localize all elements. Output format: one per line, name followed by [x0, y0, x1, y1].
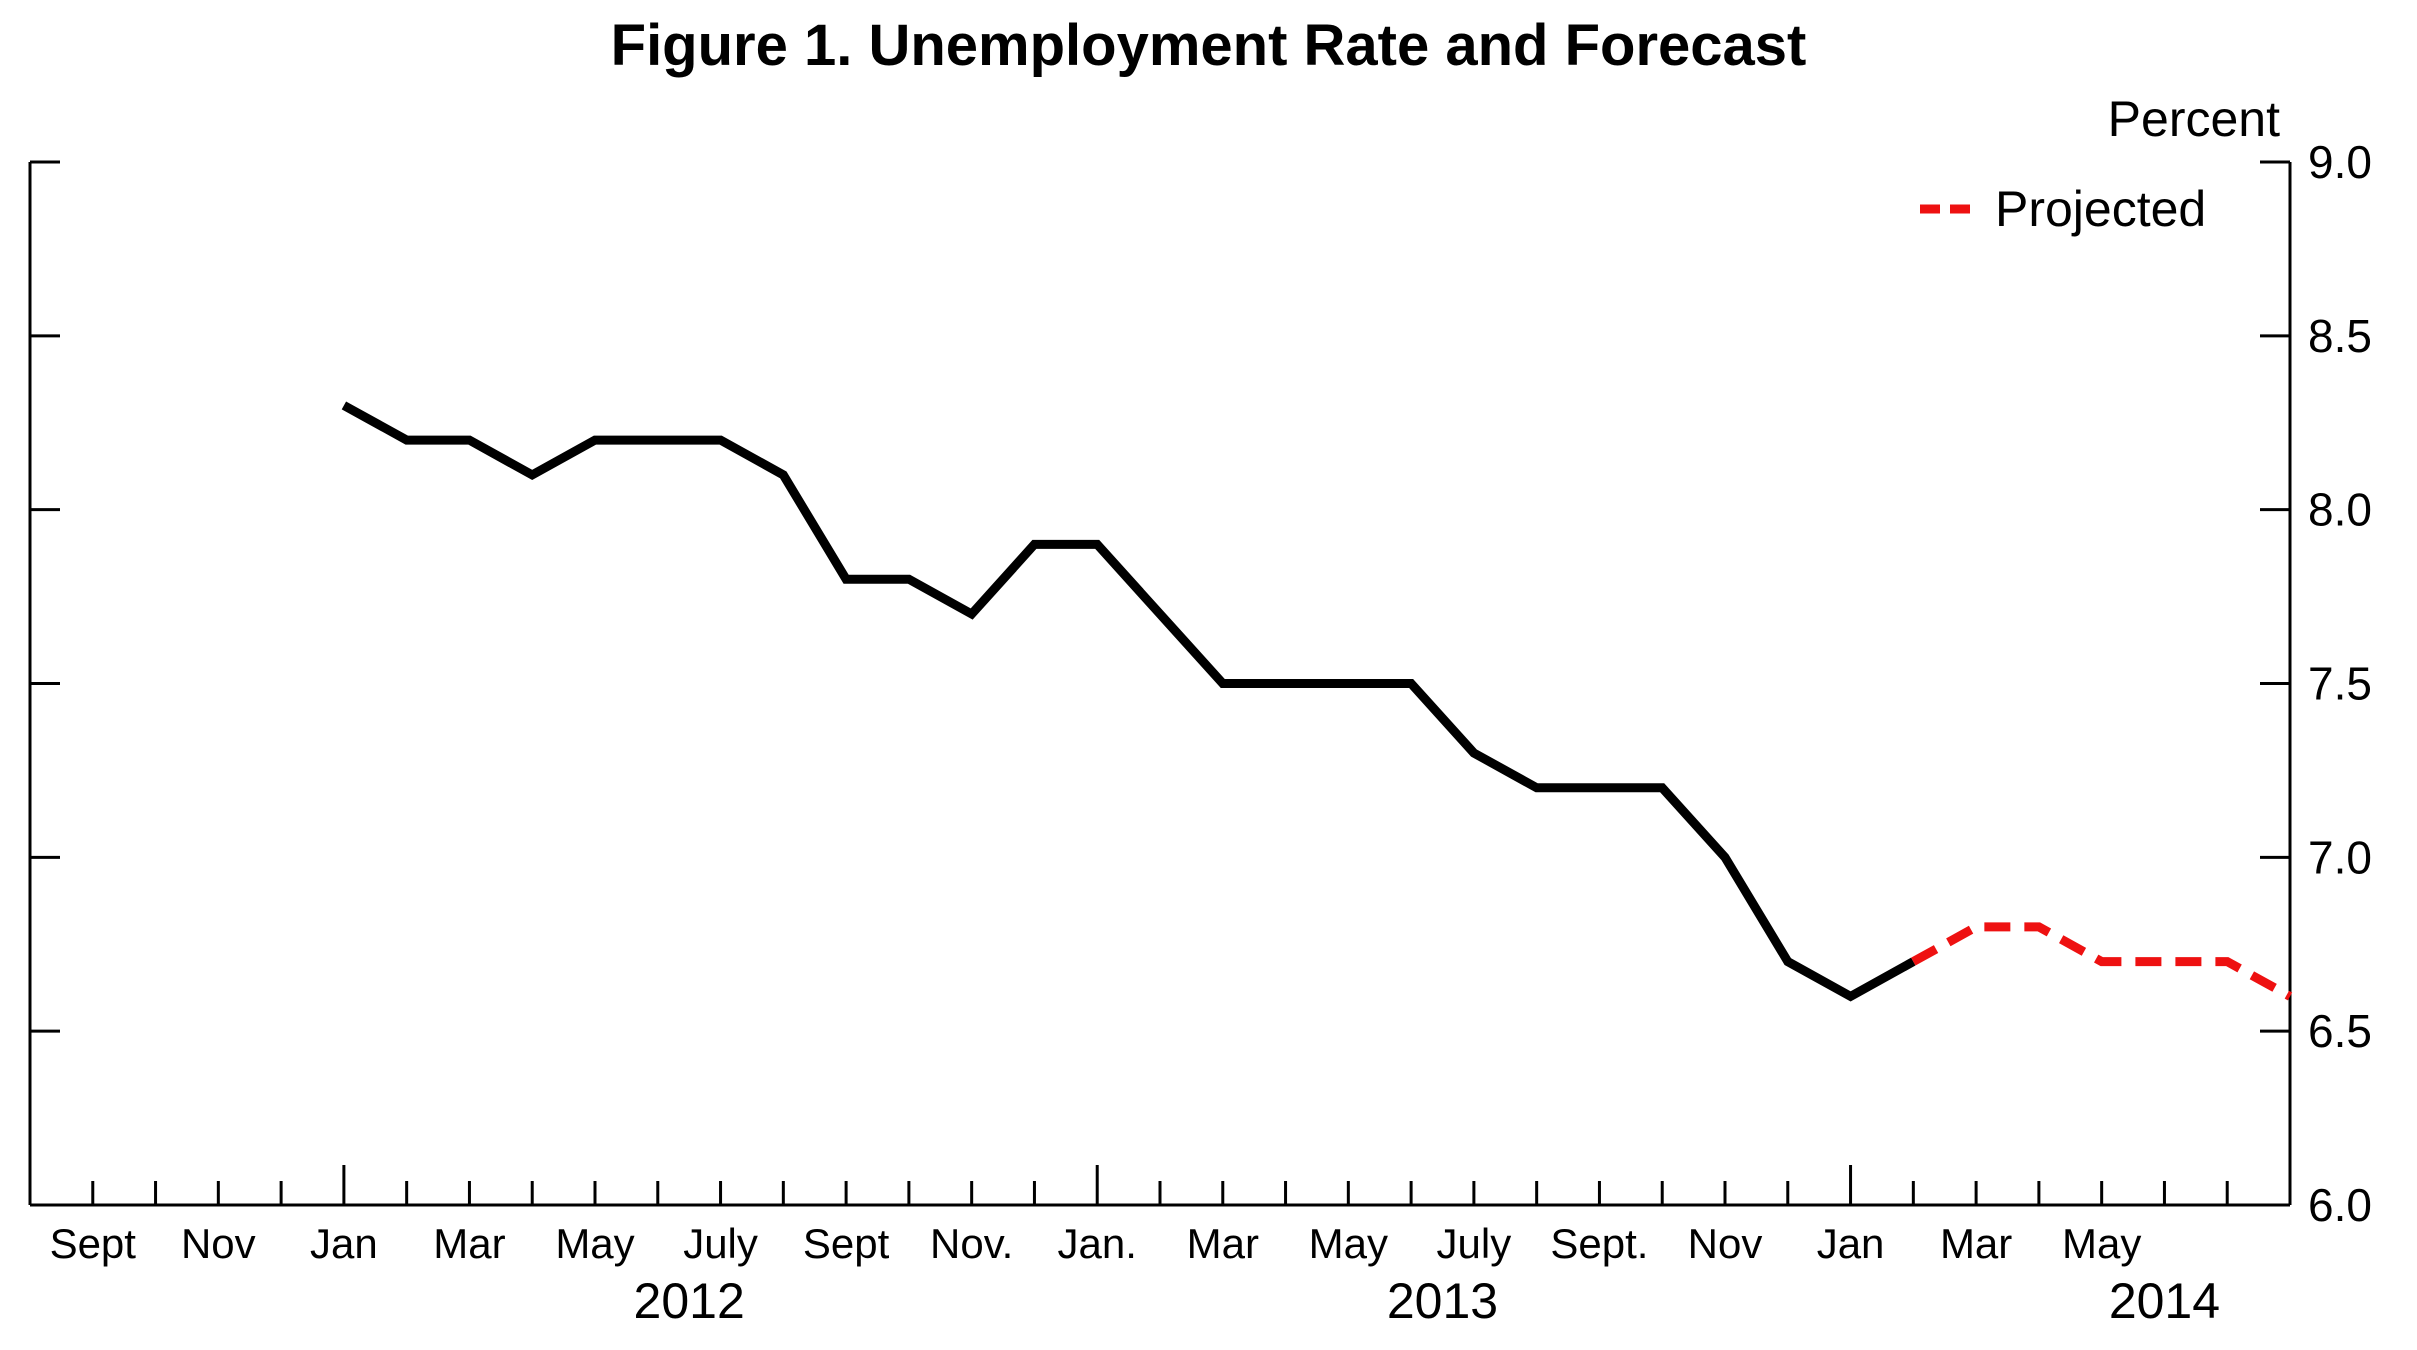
x-month-label: Mar	[1187, 1220, 1259, 1267]
y-tick-label: 9.0	[2308, 136, 2372, 188]
x-month-label: July	[683, 1220, 758, 1267]
chart-title: Figure 1. Unemployment Rate and Forecast	[610, 13, 1807, 78]
x-month-label: May	[555, 1220, 634, 1267]
y-tick-label: 6.5	[2308, 1005, 2372, 1057]
projected-series-line	[1911, 922, 2293, 1001]
series-layer	[341, 401, 2293, 1002]
x-year-label: 2014	[2109, 1273, 2220, 1329]
x-month-label: Sept	[50, 1220, 137, 1267]
x-month-label: Nov	[1688, 1220, 1763, 1267]
y-tick-label: 6.0	[2308, 1179, 2372, 1231]
legend-projected-label: Projected	[1995, 181, 2206, 237]
x-month-label: Nov	[181, 1220, 256, 1267]
x-year-label: 2012	[634, 1273, 745, 1329]
x-month-label: Sept	[803, 1220, 890, 1267]
y-tick-label: 8.0	[2308, 484, 2372, 536]
y-tick-label: 7.0	[2308, 831, 2372, 883]
x-month-label: Jan	[310, 1220, 378, 1267]
x-month-label: May	[2062, 1220, 2141, 1267]
x-month-label: Mar	[1940, 1220, 2012, 1267]
x-month-label: Mar	[433, 1220, 505, 1267]
x-month-label: Jan	[1817, 1220, 1885, 1267]
x-month-label: Jan.	[1058, 1220, 1137, 1267]
axes-group	[28, 162, 2292, 1207]
x-year-label: 2013	[1387, 1273, 1498, 1329]
x-month-label: July	[1437, 1220, 1512, 1267]
ticks-group	[30, 160, 2290, 1207]
y-tick-label: 7.5	[2308, 658, 2372, 710]
legend: Projected	[1920, 181, 2206, 237]
actual-series-line	[341, 401, 1916, 1002]
labels-group: 6.0 6.5 7.0 7.5 8.0 8.5 9.0 Sept Nov Jan Mar May Jul…	[50, 91, 2372, 1329]
x-month-label: May	[1309, 1220, 1388, 1267]
y-tick-label: 8.5	[2308, 310, 2372, 362]
y-axis-unit-label: Percent	[2108, 91, 2280, 147]
x-month-label: Sept.	[1550, 1220, 1648, 1267]
x-month-label: Nov.	[930, 1220, 1013, 1267]
